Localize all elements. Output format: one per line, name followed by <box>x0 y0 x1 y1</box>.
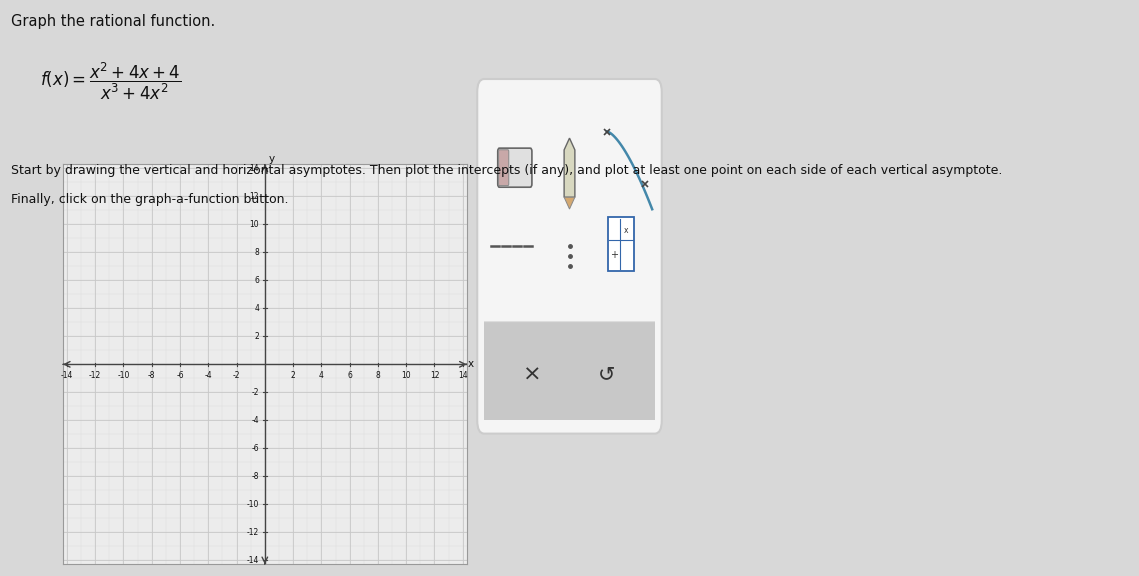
Text: -2: -2 <box>232 372 240 380</box>
Text: 12: 12 <box>429 372 440 380</box>
Text: 4: 4 <box>319 372 323 380</box>
FancyBboxPatch shape <box>499 150 509 185</box>
Text: 6: 6 <box>254 276 260 285</box>
Text: -2: -2 <box>252 388 260 397</box>
Text: -14: -14 <box>60 372 73 380</box>
Text: x: x <box>467 359 474 369</box>
Text: -4: -4 <box>252 416 260 425</box>
Text: ↺: ↺ <box>598 365 616 385</box>
Text: 8: 8 <box>376 372 380 380</box>
Text: 12: 12 <box>249 192 260 201</box>
Text: -8: -8 <box>148 372 155 380</box>
Text: 14: 14 <box>458 372 468 380</box>
Text: -12: -12 <box>247 528 260 537</box>
Text: 14: 14 <box>249 164 260 173</box>
Polygon shape <box>564 197 575 209</box>
Text: 8: 8 <box>254 248 260 257</box>
Text: -14: -14 <box>247 556 260 565</box>
Text: -6: -6 <box>252 444 260 453</box>
Text: Finally, click on the graph-a-function button.: Finally, click on the graph-a-function b… <box>11 193 289 206</box>
FancyBboxPatch shape <box>481 322 658 427</box>
FancyBboxPatch shape <box>608 217 633 271</box>
Text: 10: 10 <box>249 220 260 229</box>
Text: -8: -8 <box>252 472 260 481</box>
Text: y: y <box>269 154 276 164</box>
Text: -10: -10 <box>247 500 260 509</box>
Text: +: + <box>611 250 618 260</box>
Text: Graph the rational function.: Graph the rational function. <box>11 14 215 29</box>
Text: Start by drawing the vertical and horizontal asymptotes. Then plot the intercept: Start by drawing the vertical and horizo… <box>11 164 1002 177</box>
Text: ×: × <box>523 365 541 385</box>
Text: 4: 4 <box>254 304 260 313</box>
Text: $f(x)=\dfrac{x^2+4x+4}{x^3+4x^2}$: $f(x)=\dfrac{x^2+4x+4}{x^3+4x^2}$ <box>40 60 181 102</box>
Text: x: x <box>624 226 629 235</box>
Text: 2: 2 <box>254 332 260 341</box>
FancyBboxPatch shape <box>477 79 662 434</box>
Text: -10: -10 <box>117 372 130 380</box>
Polygon shape <box>564 138 575 197</box>
Text: 6: 6 <box>347 372 352 380</box>
Text: -6: -6 <box>177 372 183 380</box>
Text: -12: -12 <box>89 372 101 380</box>
Text: 2: 2 <box>290 372 295 380</box>
Text: 10: 10 <box>401 372 411 380</box>
FancyBboxPatch shape <box>498 148 532 187</box>
Text: -4: -4 <box>205 372 212 380</box>
